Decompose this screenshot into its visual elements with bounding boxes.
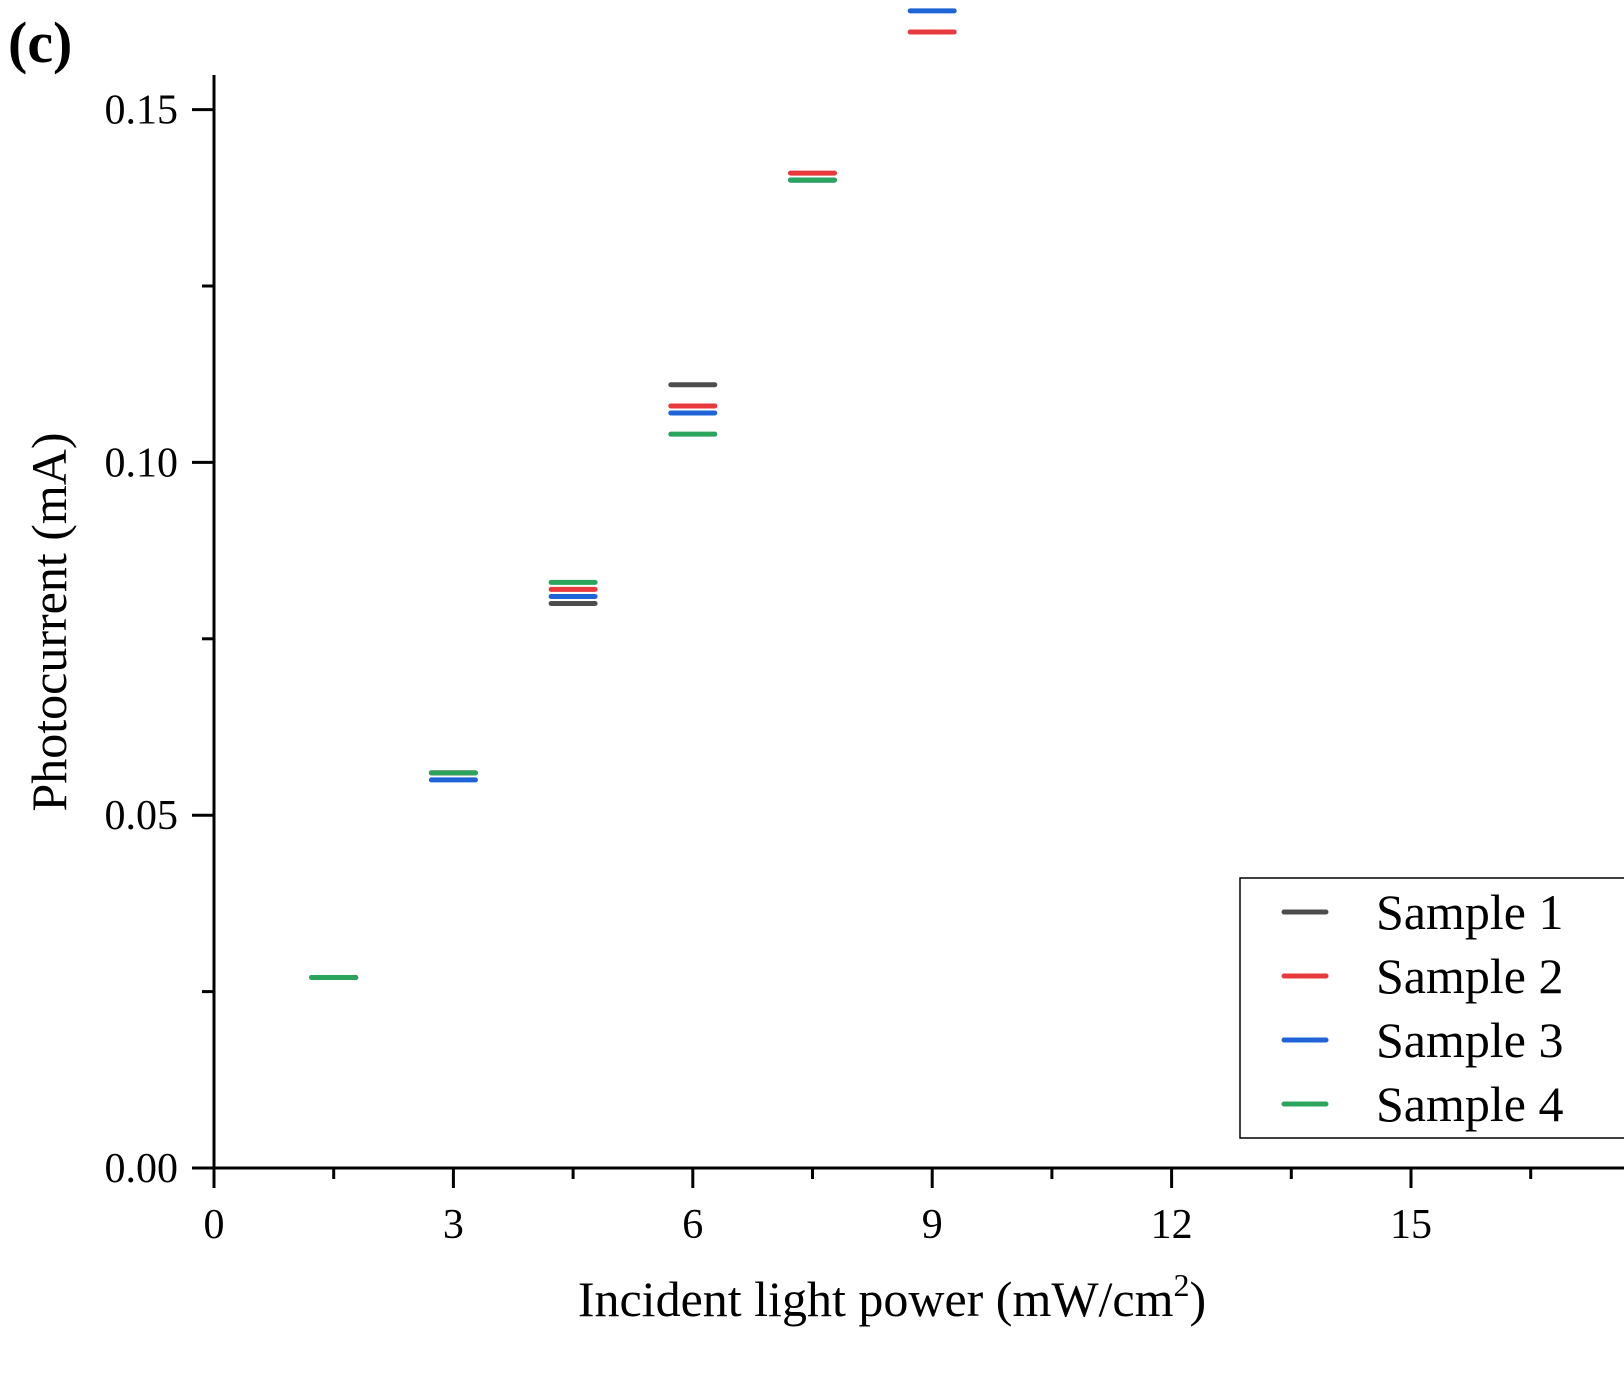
panel-label: (c) <box>8 10 72 75</box>
legend-box <box>1239 877 1624 1139</box>
legend-item: Sample 4 <box>1281 1076 1563 1132</box>
x-axis-label-suffix: ) <box>1190 1271 1207 1327</box>
y-axis-label: Photocurrent (mA) <box>21 432 77 811</box>
series-1 <box>309 177 837 980</box>
x-tick-label: 0 <box>204 1202 225 1248</box>
x-axis-label-main: Incident light power (mW/cm <box>578 1271 1174 1327</box>
x-axis-label: Incident light power (mW/cm2) <box>578 1267 1206 1327</box>
y-tick-label: 0.10 <box>105 440 179 486</box>
y-tick-label: 0.05 <box>105 793 179 839</box>
x-axis-label-superscript: 2 <box>1174 1267 1190 1303</box>
y-tick-label: 0.00 <box>105 1146 179 1192</box>
legend-label: Sample 4 <box>1376 1076 1563 1132</box>
series-2 <box>309 29 957 980</box>
series-4 <box>309 177 837 980</box>
x-tick-label: 3 <box>443 1202 464 1248</box>
x-tick-label: 12 <box>1151 1202 1193 1248</box>
x-tick-label: 6 <box>682 1202 703 1248</box>
legend-items: Sample 1 Sample 2 Sample 3 Sample 4 <box>1281 884 1563 1132</box>
legend-item: Sample 1 <box>1281 884 1563 940</box>
legend-item: Sample 2 <box>1281 948 1563 1004</box>
series-3 <box>309 8 957 980</box>
legend: Sample 1 Sample 2 Sample 3 Sample 4 <box>1239 877 1624 1139</box>
y-tick-label: 0.15 <box>105 88 179 134</box>
x-ticks: 0 3 6 9 12 15 <box>204 1168 1533 1248</box>
x-tick-label: 15 <box>1390 1202 1432 1248</box>
series-layer <box>309 8 957 980</box>
legend-label: Sample 2 <box>1376 948 1563 1004</box>
legend-label: Sample 3 <box>1376 1012 1563 1068</box>
y-ticks: 0.000.050.100.150.200.250.30 <box>105 88 214 1192</box>
legend-item: Sample 3 <box>1281 1012 1563 1068</box>
x-tick-label: 9 <box>922 1202 943 1248</box>
legend-label: Sample 1 <box>1376 884 1563 940</box>
